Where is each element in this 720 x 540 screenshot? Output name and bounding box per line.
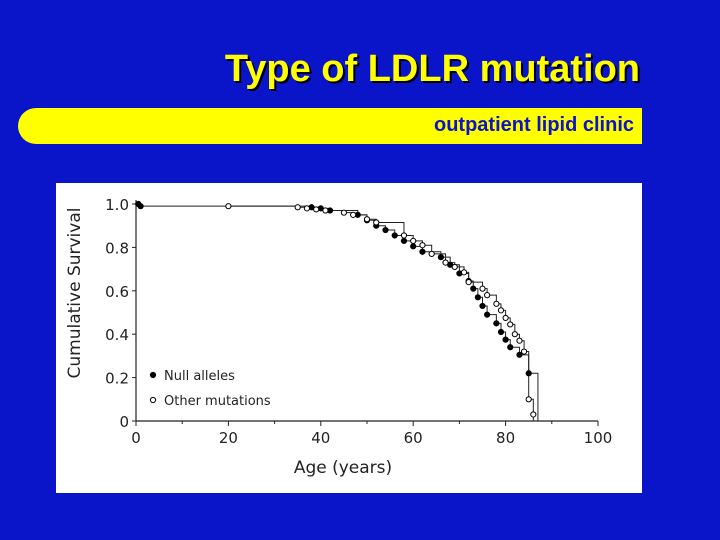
- subtitle-bar: outpatient lipid clinic: [18, 108, 642, 144]
- data-point-other-mutations: [442, 259, 449, 266]
- data-point-other-mutations: [479, 285, 486, 292]
- data-point-other-mutations: [465, 279, 472, 286]
- data-point-null-alleles: [502, 336, 509, 343]
- data-point-null-alleles: [391, 232, 398, 239]
- y-tick-label: 0.2: [105, 370, 129, 388]
- data-point-other-mutations: [313, 206, 320, 213]
- x-tick-label: 20: [219, 429, 238, 447]
- legend-label-other-mutations: Other mutations: [164, 394, 271, 409]
- data-point-null-alleles: [497, 328, 505, 336]
- data-point-null-alleles: [479, 302, 486, 310]
- x-tick-label: 80: [496, 429, 515, 447]
- data-point-other-mutations: [428, 250, 435, 258]
- data-point-other-mutations: [451, 263, 458, 271]
- data-point-null-alleles: [470, 285, 477, 292]
- data-point-null-alleles: [474, 294, 481, 301]
- data-point-other-mutations: [350, 211, 357, 218]
- data-point-other-mutations: [400, 232, 408, 239]
- x-tick-label: 40: [311, 429, 330, 447]
- axes: [132, 200, 599, 426]
- series-line-null-alleles: [138, 203, 539, 421]
- data-point-other-mutations: [322, 207, 329, 214]
- data-point-other-mutations: [303, 205, 311, 212]
- data-point-null-alleles: [484, 311, 491, 318]
- data-point-other-mutations: [340, 209, 347, 216]
- data-point-other-mutations: [507, 321, 514, 328]
- data-point-other-mutations: [294, 204, 301, 211]
- data-point-other-mutations: [525, 396, 532, 403]
- x-tick-label: 0: [131, 429, 141, 447]
- y-tick-label: 1.0: [105, 196, 129, 214]
- data-point-null-alleles: [437, 254, 445, 261]
- survival-chart-panel: 0 20 40 60 80 100 0 0.2 0.4 0.6 0.8 1.0 Cumulative …: [56, 183, 642, 493]
- legend-marker-other-mutations: [149, 396, 157, 404]
- slide-title: Type of LDLR mutation: [224, 48, 640, 90]
- data-point-null-alleles: [382, 226, 389, 234]
- data-point-other-mutations: [530, 411, 537, 418]
- y-axis-title: Cumulative Survival: [65, 208, 85, 379]
- y-tick-label: 0.4: [105, 326, 129, 344]
- data-point-other-mutations: [520, 348, 528, 355]
- data-point-null-alleles: [525, 370, 532, 377]
- data-point-null-alleles: [516, 351, 523, 358]
- y-tick-label: 0: [119, 413, 129, 431]
- data-point-null-alleles: [507, 344, 514, 351]
- data-point-null-alleles: [419, 248, 426, 255]
- tick-labels: 0 20 40 60 80 100 0 0.2 0.4 0.6 0.8 1.0: [105, 196, 612, 447]
- data-point-null-alleles: [137, 203, 144, 210]
- y-tick-label: 0.8: [105, 239, 129, 257]
- data-point-other-mutations: [225, 203, 232, 210]
- data-markers: [135, 200, 537, 418]
- data-point-other-mutations: [516, 337, 523, 344]
- legend-label-null-alleles: Null alleles: [164, 369, 235, 384]
- data-point-other-mutations: [502, 314, 509, 322]
- data-point-other-mutations: [511, 331, 518, 338]
- x-axis-title: Age (years): [294, 458, 392, 478]
- slide-subtitle: outpatient lipid clinic: [434, 114, 634, 136]
- data-point-null-alleles: [493, 320, 500, 327]
- data-point-other-mutations: [419, 242, 426, 249]
- data-point-other-mutations: [484, 292, 491, 299]
- data-point-other-mutations: [363, 216, 371, 223]
- data-point-null-alleles: [400, 237, 408, 244]
- x-tick-label: 60: [404, 429, 423, 447]
- data-point-other-mutations: [373, 219, 380, 226]
- survival-chart: 0 20 40 60 80 100 0 0.2 0.4 0.6 0.8 1.0 Cumulative …: [65, 196, 612, 478]
- data-point-other-mutations: [410, 237, 417, 244]
- legend-marker-null-alleles: [149, 371, 157, 379]
- data-point-null-alleles: [410, 243, 417, 250]
- data-point-other-mutations: [460, 269, 468, 276]
- series-lines: [138, 203, 539, 421]
- data-point-other-mutations: [493, 300, 500, 307]
- legend: Null alleles Other mutations: [149, 369, 271, 409]
- data-point-other-mutations: [497, 307, 505, 314]
- y-tick-label: 0.6: [105, 283, 129, 301]
- x-tick-label: 100: [584, 429, 613, 447]
